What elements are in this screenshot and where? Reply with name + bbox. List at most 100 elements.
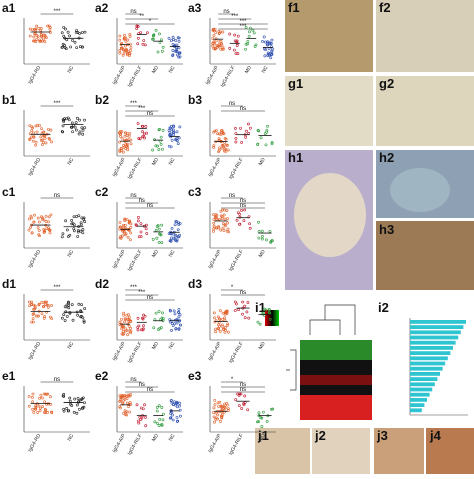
data-dot: [77, 214, 81, 218]
micrograph: [285, 0, 373, 72]
category-label: MD: [151, 65, 160, 75]
category-label: MD: [151, 157, 160, 167]
data-dot: [169, 39, 173, 43]
data-dot: [252, 31, 256, 35]
category-label: IgG4-RD: [27, 341, 42, 361]
data-dot: [73, 40, 77, 44]
data-dot: [29, 226, 32, 229]
data-dot: [251, 28, 255, 32]
data-dot: [169, 412, 173, 415]
data-dot: [216, 401, 220, 405]
data-dot: [245, 310, 249, 314]
data-dot: [171, 54, 174, 58]
data-dot: [38, 396, 42, 400]
data-dot: [125, 397, 129, 400]
data-dot: [222, 228, 226, 232]
data-dot: [31, 400, 34, 404]
significance-label: ns: [147, 111, 153, 117]
data-dot: [126, 333, 129, 337]
significance-label: ***: [239, 19, 247, 25]
significance-label: ns: [240, 106, 246, 112]
data-dot: [243, 208, 247, 212]
data-dot: [175, 416, 179, 419]
data-dot: [129, 222, 133, 226]
data-dot: [217, 225, 220, 228]
data-dot: [236, 34, 240, 38]
data-dot: [42, 316, 46, 320]
micrograph: [376, 0, 474, 72]
category-label: NC: [261, 65, 270, 75]
data-dot: [223, 141, 227, 145]
category-label: NC: [66, 249, 75, 259]
data-dot: [144, 227, 148, 231]
category-label: IgG4-RILF: [228, 341, 245, 364]
data-dot: [71, 130, 75, 134]
data-dot: [212, 146, 216, 149]
data-dot: [61, 394, 65, 398]
data-dot: [34, 404, 38, 408]
bar: [410, 377, 438, 381]
data-dot: [268, 229, 272, 233]
data-dot: [40, 127, 43, 130]
data-dot: [81, 228, 85, 231]
category-label: MD: [258, 157, 267, 167]
data-dot: [214, 327, 217, 331]
significance-label: ns: [147, 387, 153, 393]
data-dot: [61, 124, 65, 128]
data-dot: [234, 140, 238, 144]
data-dot: [32, 312, 36, 316]
data-dot: [122, 394, 126, 398]
data-dot: [62, 313, 66, 317]
data-dot: [66, 409, 70, 413]
data-dot: [171, 418, 175, 422]
data-dot: [160, 406, 164, 409]
panel-label: c2: [95, 185, 109, 199]
data-dot: [36, 226, 40, 229]
data-dot: [143, 136, 146, 140]
category-label: IgG4-AIP: [111, 432, 127, 453]
category-label: IgG4-AIP: [204, 64, 220, 85]
data-dot: [257, 230, 261, 233]
image-label: j4: [429, 428, 442, 443]
data-dot: [154, 144, 158, 148]
data-dot: [249, 126, 252, 130]
data-dot: [119, 130, 122, 133]
data-dot: [46, 220, 50, 224]
data-dot: [177, 315, 181, 319]
data-dot: [225, 209, 229, 212]
significance-label: ns: [240, 198, 246, 204]
data-dot: [267, 311, 271, 314]
data-dot: [212, 227, 216, 231]
data-dot: [212, 311, 216, 315]
data-dot: [175, 53, 179, 57]
data-dot: [41, 305, 45, 308]
data-dot: [27, 228, 31, 232]
data-dot: [211, 44, 215, 48]
data-dot: [264, 143, 268, 147]
data-dot: [177, 327, 181, 331]
category-label: NC: [168, 157, 177, 167]
data-dot: [217, 149, 221, 152]
data-dot: [81, 231, 85, 235]
data-dot: [270, 142, 274, 146]
data-dot: [35, 38, 39, 41]
data-dot: [213, 403, 217, 407]
data-dot: [80, 303, 84, 307]
data-dot: [136, 219, 140, 223]
data-dot: [30, 125, 34, 129]
data-dot: [39, 28, 43, 32]
data-dot: [160, 316, 164, 320]
category-label: IgG4-RILF: [127, 341, 144, 364]
data-dot: [246, 42, 249, 46]
data-dot: [268, 311, 272, 315]
data-dot: [172, 38, 175, 41]
data-dot: [240, 209, 243, 212]
bar: [410, 330, 461, 335]
data-dot: [220, 131, 223, 135]
significance-label: ns: [130, 193, 136, 199]
data-dot: [214, 47, 217, 51]
data-dot: [218, 317, 222, 321]
data-dot: [126, 235, 130, 239]
data-dot: [239, 392, 243, 396]
data-dot: [238, 222, 241, 226]
